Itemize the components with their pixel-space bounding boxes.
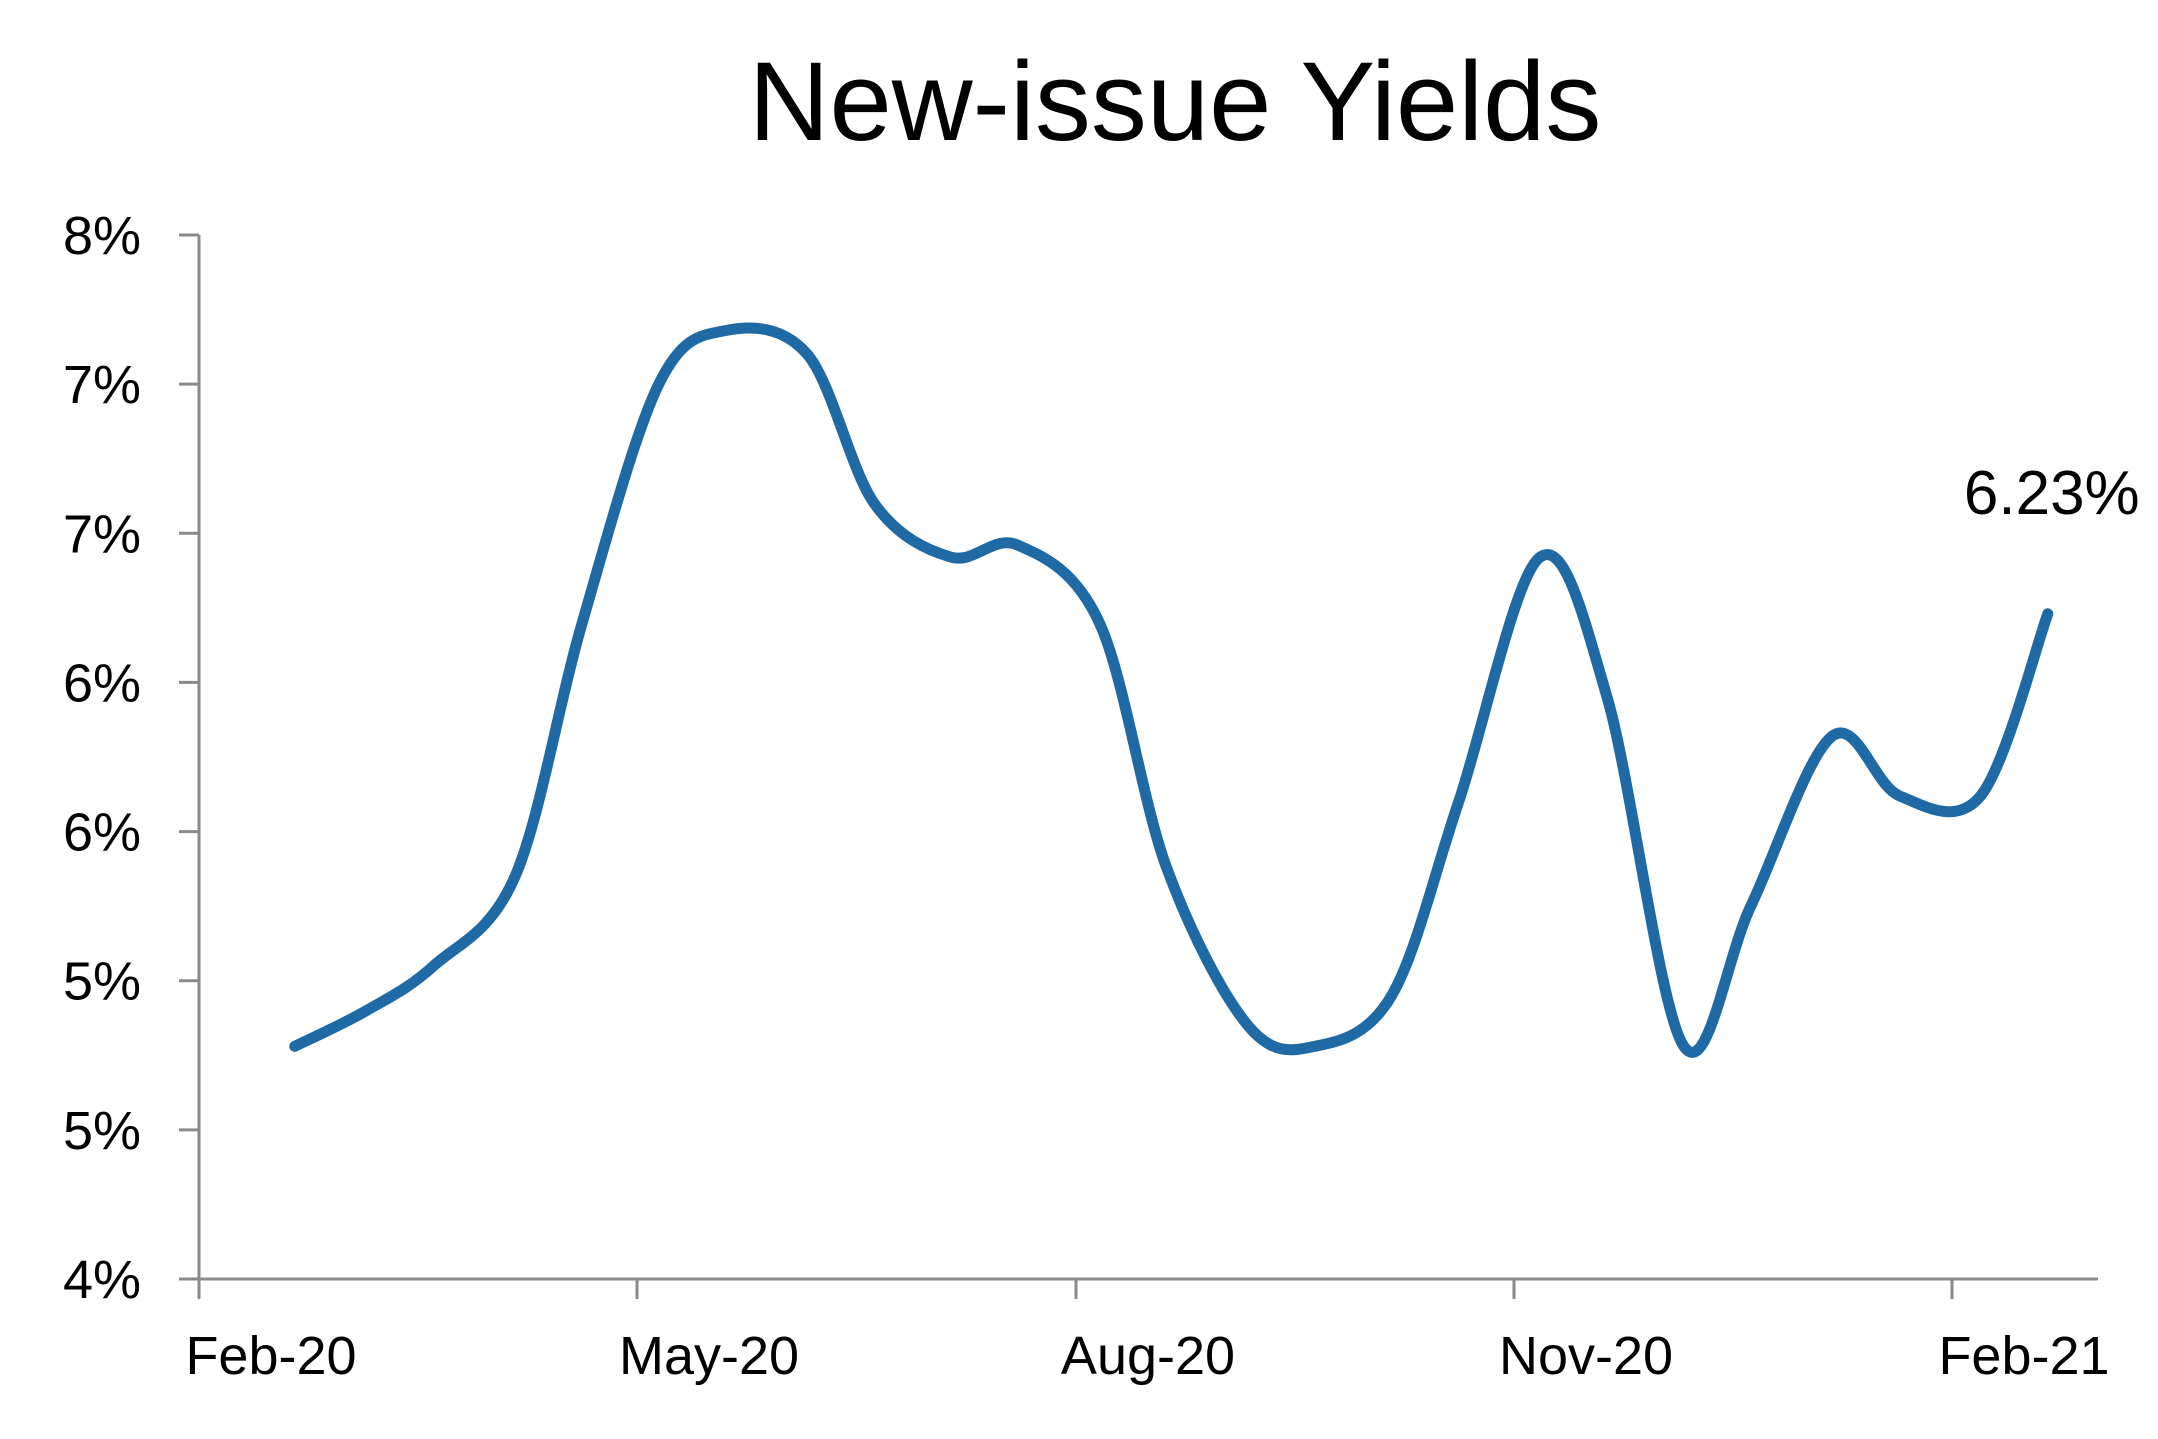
x-tick-label: Aug-20 [1061, 1326, 1235, 1386]
series-line [289, 322, 2054, 1058]
y-tick-label: 7% [63, 504, 141, 564]
y-tick-label: 4% [63, 1250, 141, 1310]
x-tick-label: Nov-20 [1499, 1326, 1673, 1386]
y-tick-label: 5% [63, 952, 141, 1012]
series-group [289, 322, 2054, 1058]
x-tick-label: Feb-21 [1938, 1326, 2109, 1386]
x-tick-label: Feb-20 [185, 1326, 356, 1386]
data-label: 6.23% [1964, 459, 2140, 528]
x-tick-label: May-20 [619, 1326, 799, 1386]
x-axis-ticks: Feb-20 May-20 Aug-20 Nov-20 Feb-21 [185, 1279, 2110, 1386]
y-tick-label: 5% [63, 1101, 141, 1161]
chart-title: New-issue Yields [749, 39, 1602, 164]
annotation-group: 6.23% [1964, 459, 2140, 528]
y-tick-label: 8% [63, 206, 141, 266]
y-tick-label: 6% [63, 803, 141, 863]
y-tick-label: 6% [63, 653, 141, 713]
y-tick-label: 7% [63, 355, 141, 415]
y-axis-ticks: 4% 5% 5% 6% 6% 7% 7% 8% [63, 206, 199, 1310]
